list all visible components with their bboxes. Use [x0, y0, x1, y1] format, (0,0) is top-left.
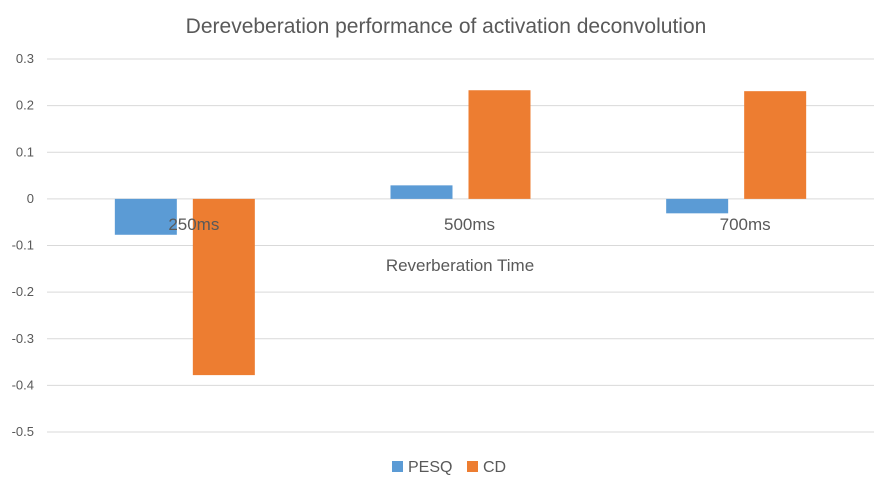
bars: [114, 90, 807, 376]
y-tick-label: 0: [27, 191, 34, 206]
gridlines: [47, 58, 874, 433]
y-axis-tick-labels: 0.3 0.2 0.1 0 -0.1 -0.2 -0.3 -0.4 -0.5: [12, 51, 34, 439]
y-tick-label: -0.4: [12, 377, 34, 392]
bar-cd-700ms: [744, 91, 807, 199]
bar-pesq-700ms: [666, 198, 729, 214]
legend-label: CD: [483, 459, 506, 476]
y-tick-label: -0.3: [12, 331, 34, 346]
y-tick-label: -0.2: [12, 284, 34, 299]
bar-cd-250ms: [192, 198, 255, 376]
x-category-label: 250ms: [168, 215, 219, 234]
legend[interactable]: PESQ CD: [392, 459, 506, 476]
y-tick-label: -0.1: [12, 238, 34, 253]
bar-pesq-500ms: [390, 185, 453, 199]
legend-swatch: [392, 461, 403, 472]
x-axis-title: Reverberation Time: [386, 256, 534, 275]
bar-pesq-250ms: [114, 198, 177, 235]
y-tick-label: -0.5: [12, 424, 34, 439]
y-tick-label: 0.1: [16, 144, 34, 159]
y-tick-label: 0.2: [16, 98, 34, 113]
chart-title: Dereveberation performance of activation…: [186, 15, 707, 38]
y-tick-label: 0.3: [16, 51, 34, 66]
x-category-label: 700ms: [720, 215, 771, 234]
legend-item-pesq[interactable]: PESQ: [392, 459, 452, 476]
bar-cd-500ms: [468, 90, 531, 199]
legend-swatch: [467, 461, 478, 472]
legend-item-cd[interactable]: CD: [467, 459, 506, 476]
legend-label: PESQ: [408, 459, 452, 476]
x-category-label: 500ms: [444, 215, 495, 234]
x-axis-category-labels: 250ms 500ms 700ms: [168, 215, 770, 234]
